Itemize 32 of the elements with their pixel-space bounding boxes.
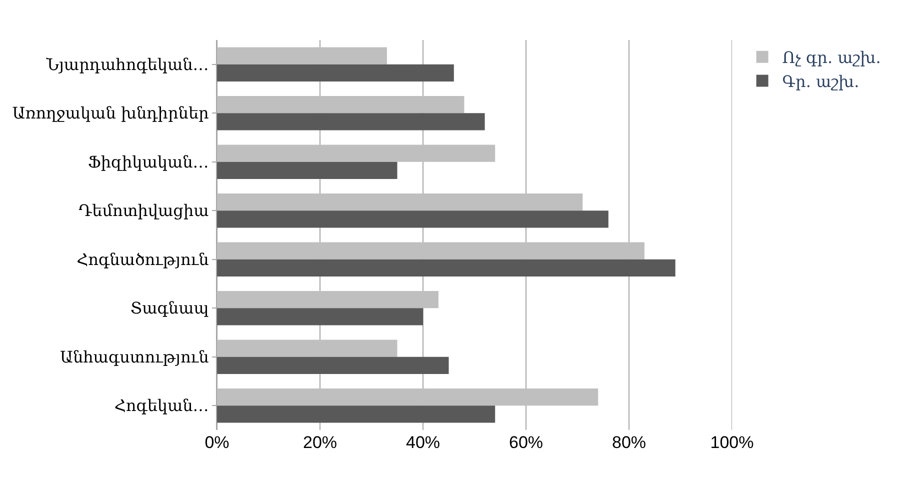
y-tick-label: Հոգնածություն bbox=[76, 250, 209, 269]
bar bbox=[217, 259, 676, 276]
bar bbox=[217, 388, 598, 406]
x-tick-label: 80% bbox=[612, 433, 646, 452]
y-tick-label: Նյարդահոգեկան… bbox=[45, 54, 209, 74]
y-tick-label: Առողջական խնդիրներ bbox=[12, 104, 209, 123]
bar bbox=[217, 210, 608, 228]
y-tick-label: Տագնապ bbox=[130, 298, 209, 318]
bar bbox=[217, 194, 583, 211]
y-tick-label: Ֆիզիկական… bbox=[88, 152, 209, 172]
x-tick-label: 100% bbox=[710, 433, 754, 452]
bar bbox=[217, 162, 398, 179]
bar bbox=[217, 340, 398, 357]
x-tick-label: 60% bbox=[508, 433, 544, 452]
x-tick-label: 0% bbox=[204, 433, 230, 452]
bar bbox=[217, 356, 449, 374]
bar bbox=[217, 47, 387, 64]
x-tick-label: 20% bbox=[302, 433, 338, 452]
bar bbox=[217, 291, 438, 308]
y-tick-label: Հոգեկան… bbox=[114, 396, 209, 416]
bar bbox=[217, 308, 423, 326]
y-tick-label: Անհագստություն bbox=[60, 347, 209, 366]
y-tick-label: Դեմոտիվացիա bbox=[78, 201, 209, 220]
bar bbox=[217, 96, 464, 114]
bar bbox=[217, 406, 496, 423]
bar bbox=[217, 144, 496, 162]
legend-label: Ոչ գր. աշխ. bbox=[782, 48, 881, 68]
bar bbox=[217, 242, 644, 260]
legend-label: Գր. աշխ. bbox=[782, 72, 860, 91]
bar bbox=[217, 113, 485, 130]
bar bbox=[217, 64, 454, 82]
x-tick-label: 40% bbox=[406, 433, 440, 452]
